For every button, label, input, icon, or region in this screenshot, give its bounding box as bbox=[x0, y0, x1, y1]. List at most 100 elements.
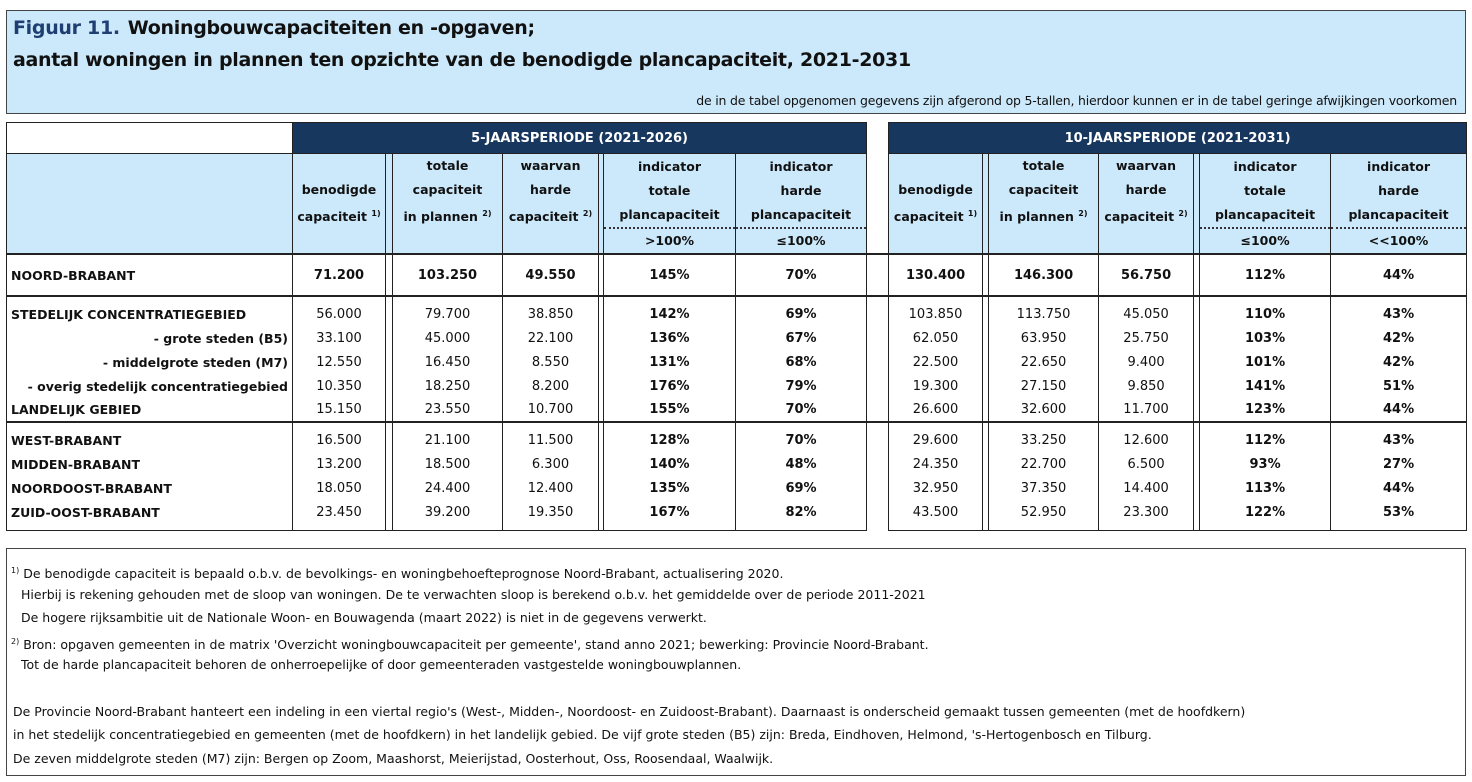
value-cell: 24.350 bbox=[888, 452, 984, 477]
indicator-cell: 112% bbox=[1199, 253, 1332, 298]
indicator-cell: 110% bbox=[1199, 302, 1332, 327]
value-cell: 18.250 bbox=[392, 374, 503, 399]
indicator-cell: 141% bbox=[1199, 374, 1332, 399]
indicator-cell: 67% bbox=[734, 326, 868, 351]
indicator-cell: 101% bbox=[1199, 350, 1332, 375]
row-label: STEDELIJK CONCENTRATIEGEBIED bbox=[6, 302, 293, 327]
value-cell: 146.300 bbox=[988, 253, 1100, 298]
indicator-cell: 176% bbox=[603, 374, 736, 399]
label-header bbox=[6, 153, 293, 255]
value-cell: 130.400 bbox=[888, 253, 984, 298]
double-line-gap bbox=[385, 428, 393, 453]
period-gap bbox=[867, 326, 889, 350]
title-box: Figuur 11. Woningbouwcapaciteiten en -opg… bbox=[6, 10, 1466, 114]
header-line: totale bbox=[1244, 183, 1286, 199]
rounding-note: de in de tabel opgenomen gegevens zijn a… bbox=[696, 93, 1457, 108]
period-5-year: 5-JAARSPERIODE (2021-2026) bbox=[291, 122, 868, 154]
value-cell: 12.600 bbox=[1098, 428, 1195, 453]
indicator-cell: 44% bbox=[1330, 476, 1468, 501]
spacer-row bbox=[6, 296, 1468, 303]
header-line: harde bbox=[780, 183, 822, 199]
value-cell: 10.700 bbox=[502, 398, 599, 423]
general-note-line: De Provincie Noord-Brabant hanteert een … bbox=[13, 703, 1246, 719]
header-line: harde bbox=[1125, 182, 1167, 197]
general-note-line: in het stedelijk concentratiegebied en g… bbox=[13, 727, 1152, 742]
value-cell: 16.500 bbox=[292, 428, 386, 453]
indicator-cell: 140% bbox=[603, 452, 736, 477]
header-line: harde bbox=[530, 182, 571, 197]
table-row: - middelgrote steden (M7) 12.550 16.450 8.5… bbox=[6, 350, 1468, 375]
header-line: totale bbox=[648, 183, 691, 199]
header-line: indicator bbox=[1233, 159, 1297, 175]
value-cell: 26.600 bbox=[888, 398, 984, 423]
footnote-marker: 1) bbox=[11, 566, 20, 575]
table-row: ZUID-OOST-BRABANT 23.450 39.200 19.350 167% 8… bbox=[6, 500, 1468, 525]
value-cell: 38.850 bbox=[502, 302, 599, 327]
capacity-table: 5-JAARSPERIODE (2021-2026) 10-JAARSPERIOD… bbox=[6, 122, 1468, 531]
header-line: harde bbox=[1378, 183, 1420, 199]
table-row: WEST-BRABANT 16.500 21.100 11.500 128% 70% 29.… bbox=[6, 428, 1468, 453]
value-cell: 6.500 bbox=[1098, 452, 1195, 477]
value-cell: 113.750 bbox=[988, 302, 1100, 327]
indicator-cell: 136% bbox=[603, 326, 736, 351]
value-cell: 32.950 bbox=[888, 476, 984, 501]
column-header-five-3: indicator totale plancapaciteit >100% bbox=[603, 153, 736, 255]
indicator-cell: 123% bbox=[1199, 398, 1332, 423]
footnote-ref: 2) bbox=[1178, 209, 1188, 218]
footnote-1-line: De hogere rijksambitie uit de Nationale … bbox=[21, 610, 707, 625]
double-line-gap bbox=[385, 500, 393, 525]
footnote-ref: 2) bbox=[582, 209, 593, 218]
header-line: indicator bbox=[638, 159, 701, 175]
value-cell: 9.400 bbox=[1098, 350, 1195, 375]
column-header-ten-4: indicator harde plancapaciteit <<100% bbox=[1330, 153, 1468, 255]
value-cell: 8.550 bbox=[502, 350, 599, 375]
footnotes: 1) De benodigde capaciteit is bepaald o.… bbox=[6, 548, 1466, 776]
value-cell: 103.250 bbox=[392, 253, 503, 298]
figure-label: Figuur 11. bbox=[13, 17, 120, 39]
value-cell: 18.500 bbox=[392, 452, 503, 477]
value-cell: 11.700 bbox=[1098, 398, 1195, 423]
value-cell: 8.200 bbox=[502, 374, 599, 399]
value-cell: 14.400 bbox=[1098, 476, 1195, 501]
value-cell: 12.400 bbox=[502, 476, 599, 501]
value-cell: 33.100 bbox=[292, 326, 386, 351]
period-gap bbox=[867, 350, 889, 374]
title-text: Woningbouwcapaciteiten en -opgaven; bbox=[127, 17, 535, 39]
indicator-cell: 69% bbox=[734, 302, 868, 327]
value-cell: 21.100 bbox=[392, 428, 503, 453]
indicator-cell: 103% bbox=[1199, 326, 1332, 351]
indicator-cell: 79% bbox=[734, 374, 868, 399]
row-label: - overig stedelijk concentratiegebied bbox=[6, 374, 293, 399]
indicator-threshold: >100% bbox=[604, 227, 735, 253]
footnote-2-line: 2) Bron: opgaven gemeenten in de matrix … bbox=[11, 636, 929, 652]
indicator-cell: 70% bbox=[734, 253, 868, 298]
indicator-threshold: ≤100% bbox=[736, 227, 866, 253]
header-line: plancapaciteit bbox=[750, 207, 852, 223]
double-line-gap bbox=[385, 153, 393, 255]
double-line-gap bbox=[385, 452, 393, 477]
title-line-2: aantal woningen in plannen ten opzichte … bbox=[13, 49, 911, 71]
footnote-ref: 2) bbox=[482, 209, 492, 218]
period-gap bbox=[867, 452, 889, 476]
value-cell: 11.500 bbox=[502, 428, 599, 453]
header-line: indicator bbox=[769, 159, 833, 175]
header-line: capaciteit bbox=[412, 182, 483, 197]
header-line: benodigde bbox=[301, 182, 377, 197]
value-cell: 56.750 bbox=[1098, 253, 1195, 298]
value-cell: 45.000 bbox=[392, 326, 503, 351]
indicator-cell: 27% bbox=[1330, 452, 1468, 477]
header-line: in plannen 2) bbox=[999, 209, 1088, 225]
value-cell: 62.050 bbox=[888, 326, 984, 351]
indicator-cell: 167% bbox=[603, 500, 736, 525]
value-cell: 33.250 bbox=[988, 428, 1100, 453]
table-row: - overig stedelijk concentratiegebied 10.… bbox=[6, 374, 1468, 399]
double-line-gap bbox=[385, 350, 393, 375]
indicator-cell: 82% bbox=[734, 500, 868, 525]
value-cell: 79.700 bbox=[392, 302, 503, 327]
header-line: capaciteit 2) bbox=[1104, 209, 1188, 225]
row-label: NOORDOOST-BRABANT bbox=[6, 476, 293, 501]
column-header-ten-0: benodigde capaciteit 1) bbox=[888, 153, 984, 255]
header-line: plancapaciteit bbox=[1348, 207, 1449, 223]
value-cell: 29.600 bbox=[888, 428, 984, 453]
spacer-row bbox=[6, 421, 1468, 429]
